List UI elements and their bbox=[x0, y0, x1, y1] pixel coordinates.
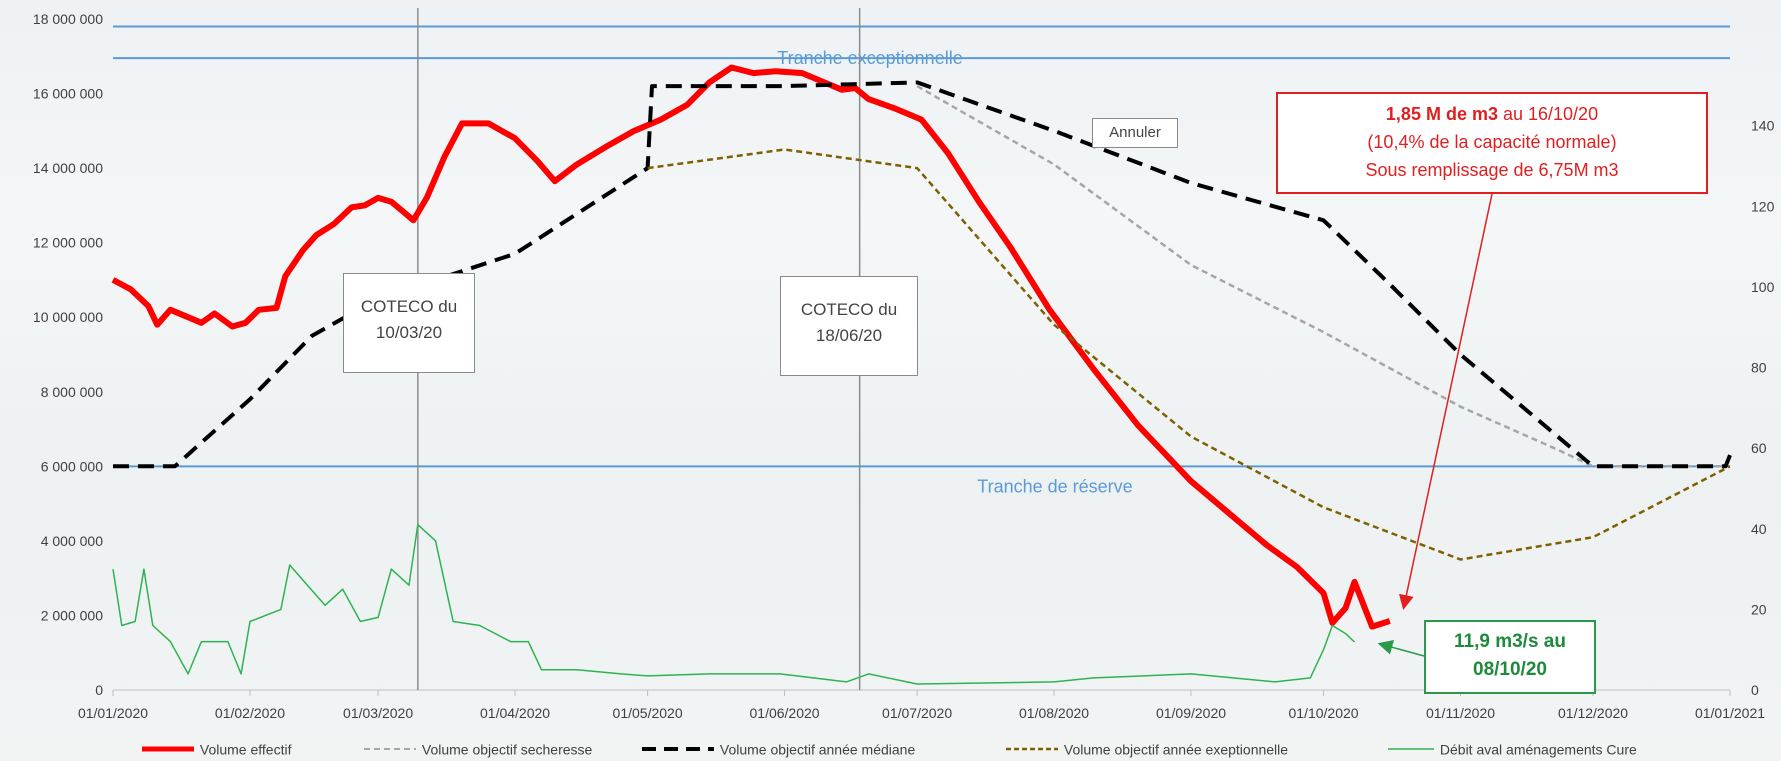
y-left-tick-label: 14 000 000 bbox=[33, 160, 103, 176]
chart-legend: Volume effectif Volume objectif secheres… bbox=[0, 740, 1781, 761]
legend-item-debit: Débit aval aménagements Cure bbox=[1386, 740, 1637, 757]
band-label: Tranche de réserve bbox=[977, 476, 1132, 496]
x-tick-label: 01/11/2020 bbox=[1426, 705, 1495, 721]
debit-callout: 11,9 m3/s au 08/10/20 bbox=[1424, 620, 1596, 694]
x-tick-label: 01/12/2020 bbox=[1558, 705, 1628, 721]
series-line-0 bbox=[111, 64, 1391, 630]
y-right-tick-label: 80 bbox=[1751, 360, 1767, 376]
annuler-label: Annuler bbox=[1092, 118, 1178, 148]
y-right-tick-label: 0 bbox=[1751, 682, 1759, 698]
y-left-tick-label: 6 000 000 bbox=[41, 458, 103, 474]
legend-swatch-black bbox=[642, 747, 714, 752]
y-left-tick-label: 0 bbox=[95, 682, 103, 698]
y-left-tick-label: 10 000 000 bbox=[33, 309, 103, 325]
annuler-text: Annuler bbox=[1109, 124, 1161, 141]
x-tick-label: 01/03/2020 bbox=[343, 705, 413, 721]
volume-callout-bold: 1,85 M de m3 bbox=[1385, 104, 1498, 124]
legend-label: Débit aval aménagements Cure bbox=[1439, 741, 1637, 758]
debit-callout-arrow bbox=[1377, 639, 1425, 657]
y-right-tick-label: 40 bbox=[1751, 521, 1767, 537]
volume-callout-line3: Sous remplissage de 6,75M m3 bbox=[1365, 160, 1619, 180]
y-left-tick-label: 12 000 000 bbox=[33, 235, 103, 251]
debit-callout-line1: 11,9 m3/s au bbox=[1454, 631, 1566, 652]
volume-callout-line2: (10,4% de la capacité normale) bbox=[1367, 132, 1617, 152]
x-tick-label: 01/07/2020 bbox=[882, 705, 952, 721]
volume-callout-rest: au 16/10/20 bbox=[1497, 104, 1599, 124]
x-tick-label: 01/06/2020 bbox=[750, 705, 820, 721]
x-tick-label: 01/01/2021 bbox=[1695, 705, 1765, 721]
series-line-4 bbox=[112, 523, 1356, 685]
y-right-tick-label: 140 bbox=[1751, 118, 1775, 134]
x-tick-label: 01/08/2020 bbox=[1019, 705, 1089, 721]
y-right-tick-label: 120 bbox=[1751, 198, 1775, 214]
series-line-2 bbox=[113, 80, 1732, 469]
y-right-tick-label: 20 bbox=[1751, 601, 1767, 617]
legend-swatch-grey bbox=[364, 748, 416, 751]
y-left-tick-label: 16 000 000 bbox=[33, 86, 103, 102]
coteco-marker-2-label: COTECO du 18/06/20 bbox=[780, 276, 918, 376]
y-left-tick-label: 18 000 000 bbox=[33, 11, 103, 27]
x-tick-label: 01/09/2020 bbox=[1156, 705, 1226, 721]
y-right-tick-label: 100 bbox=[1751, 279, 1775, 295]
legend-swatch-olive bbox=[1006, 748, 1058, 751]
x-tick-label: 01/04/2020 bbox=[480, 705, 550, 721]
coteco-2-line1: COTECO du bbox=[800, 300, 898, 319]
legend-label: Volume effectif bbox=[199, 741, 292, 758]
y-left-tick-label: 2 000 000 bbox=[41, 607, 103, 623]
legend-swatch-red bbox=[142, 746, 194, 752]
legend-item-exeptionnelle: Volume objectif année exeptionnelle bbox=[1004, 740, 1288, 757]
legend-swatch-green bbox=[1388, 748, 1434, 751]
legend-item-volume-effectif: Volume effectif bbox=[140, 740, 291, 757]
coteco-1-line1: COTECO du bbox=[360, 297, 458, 316]
volume-callout-arrow bbox=[1398, 193, 1493, 610]
legend-label: Volume objectif année médiane bbox=[719, 741, 916, 758]
x-tick-label: 01/10/2020 bbox=[1289, 705, 1359, 721]
x-tick-label: 01/02/2020 bbox=[215, 705, 285, 721]
legend-label: Volume objectif secheresse bbox=[421, 741, 593, 758]
series-line-3 bbox=[647, 148, 1731, 561]
coteco-2-line2: 18/06/20 bbox=[815, 326, 883, 345]
legend-label: Volume objectif année exeptionnelle bbox=[1063, 741, 1289, 758]
debit-callout-line2: 08/10/20 bbox=[1473, 659, 1547, 680]
legend-item-mediane: Volume objectif année médiane bbox=[640, 740, 915, 757]
coteco-1-line2: 10/03/20 bbox=[375, 323, 443, 342]
band-label: Tranche exceptionnelle bbox=[777, 48, 962, 68]
y-right-tick-label: 60 bbox=[1751, 440, 1767, 456]
y-left-tick-label: 8 000 000 bbox=[41, 384, 103, 400]
legend-item-secheresse: Volume objectif secheresse bbox=[362, 740, 592, 757]
y-left-tick-label: 4 000 000 bbox=[41, 533, 103, 549]
x-tick-label: 01/01/2020 bbox=[78, 705, 148, 721]
coteco-marker-1-label: COTECO du 10/03/20 bbox=[343, 273, 475, 373]
x-tick-label: 01/05/2020 bbox=[613, 705, 683, 721]
volume-callout: 1,85 M de m3 au 16/10/20 (10,4% de la ca… bbox=[1276, 92, 1708, 194]
